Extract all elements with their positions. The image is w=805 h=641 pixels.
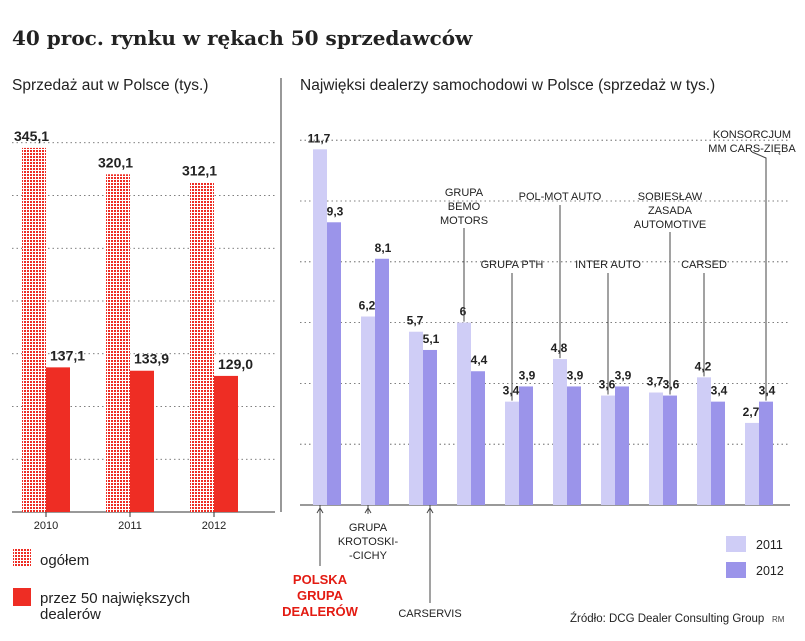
label-2011-grupa-pth: 3,4 [503, 384, 520, 398]
legend-swatch-total [13, 549, 31, 567]
bar-2011-inter-auto [601, 395, 615, 505]
legend-swatch-dealers [13, 588, 31, 606]
bar-2012-sobiesław-zasada-automotive [663, 395, 677, 505]
category-label-polska-grupa-dealerów: POLSKA GRUPA DEALERÓW [282, 572, 359, 619]
label-dealers-2011: 133,9 [134, 351, 169, 367]
category-label-pol-mot-auto: POL-MOT AUTO [519, 191, 602, 203]
label-2011-inter-auto: 3,6 [599, 378, 616, 392]
label-2012-pol-mot-auto: 3,9 [567, 368, 584, 382]
bar-2012-carservis [423, 349, 437, 505]
legend-label-total: ogółem [40, 552, 89, 569]
label-2012-sobiesław-zasada-automotive: 3,6 [663, 378, 680, 392]
label-2011-grupa-krotoski-cichy: 6,2 [359, 299, 376, 313]
bar-total-2012 [190, 182, 214, 512]
category-label-grupa-krotoski-cichy: GRUPA KROTOSKI--CICHY [338, 522, 399, 562]
category-label-konsorcjum-mm-cars-zięba: KONSORCJUM MM CARS-ZIĘBA [708, 129, 796, 155]
label-2011-pol-mot-auto: 4,8 [551, 341, 568, 355]
category-label-sobiesław-zasada-automotive: SOBIESŁAW ZASADA AUTOMOTIVE [634, 191, 707, 231]
label-2012-inter-auto: 3,9 [615, 368, 632, 382]
bar-2012-polska-grupa-dealerów [327, 222, 341, 505]
callout-arrow-carservis [426, 507, 434, 514]
right-chart: 11,79,36,28,15,75,164,43,43,94,83,93,63,… [282, 129, 796, 620]
source-note: Źródło: DCG Dealer Consulting Group [570, 612, 764, 625]
bar-2012-carsed [711, 401, 725, 505]
bar-2011-konsorcjum-mm-cars-zięba [745, 422, 759, 505]
legend-label-2011: 2011 [756, 538, 783, 552]
bar-2011-grupa-pth [505, 401, 519, 505]
callout-arrow-grupa-krotoski-cichy [364, 507, 372, 514]
label-2011-carservis: 5,7 [407, 314, 424, 328]
credit: RM [772, 615, 785, 624]
bar-2012-konsorcjum-mm-cars-zięba [759, 401, 773, 505]
category-label-inter-auto: INTER AUTO [575, 259, 641, 271]
label-2012-carservis: 5,1 [423, 332, 440, 346]
category-label-carservis: CARSERVIS [398, 608, 461, 620]
label-total-2010: 345,1 [14, 128, 49, 144]
label-2012-grupa-bemo-motors: 4,4 [471, 353, 488, 367]
bar-2012-grupa-pth [519, 386, 533, 505]
label-2012-grupa-krotoski-cichy: 8,1 [375, 241, 392, 255]
category-label-grupa-bemo-motors: GRUPA BEMO MOTORS [440, 187, 488, 227]
x-tick-label-2012: 2012 [202, 520, 226, 532]
bar-2012-inter-auto [615, 386, 629, 505]
bar-2011-carservis [409, 331, 423, 505]
label-2012-polska-grupa-dealerów: 9,3 [327, 204, 344, 218]
category-label-carsed: CARSED [681, 259, 727, 271]
label-2012-konsorcjum-mm-cars-zięba: 3,4 [759, 384, 776, 398]
legend-label-2012: 2012 [756, 564, 784, 578]
legend-swatch-2011 [726, 536, 746, 552]
bar-dealers-2010 [46, 367, 70, 512]
label-dealers-2012: 129,0 [218, 356, 253, 372]
legend-label-dealers: przez 50 największych dealerów [40, 590, 194, 623]
bar-2012-grupa-krotoski-cichy [375, 258, 389, 505]
label-total-2011: 320,1 [98, 154, 133, 170]
legend-swatch-2012 [726, 562, 746, 578]
bar-dealers-2011 [130, 370, 154, 512]
left-chart-title: Sprzedaż aut w Polsce (tys.) [12, 77, 208, 94]
label-2011-konsorcjum-mm-cars-zięba: 2,7 [743, 405, 760, 419]
label-2011-sobiesław-zasada-automotive: 3,7 [647, 375, 664, 389]
label-2011-carsed: 4,2 [695, 359, 712, 373]
label-2012-grupa-pth: 3,9 [519, 368, 536, 382]
label-2011-polska-grupa-dealerów: 11,7 [308, 131, 331, 145]
left-chart: 345,1 137,1 2010 320,1 133,9 2011 312,1 129,0 20… [12, 128, 275, 532]
bar-total-2011 [106, 174, 130, 512]
bar-2011-grupa-bemo-motors [457, 322, 471, 505]
bar-2012-pol-mot-auto [567, 386, 581, 505]
bar-2011-carsed [697, 377, 711, 505]
right-chart-title: Najwięksi dealerzy samochodowi w Polsce … [300, 77, 715, 94]
label-2011-grupa-bemo-motors: 6 [460, 305, 467, 319]
bar-2011-grupa-krotoski-cichy [361, 316, 375, 505]
label-dealers-2010: 137,1 [50, 347, 85, 363]
bar-2011-pol-mot-auto [553, 359, 567, 505]
bar-total-2010 [22, 147, 46, 512]
bar-2012-grupa-bemo-motors [471, 371, 485, 505]
callout-line-konsorcjum-mm-cars-zięba [751, 151, 767, 401]
headline: 40 proc. rynku w rękach 50 sprzedawców [12, 26, 473, 50]
bar-2011-sobiesław-zasada-automotive [649, 392, 663, 505]
x-tick-label-2010: 2010 [34, 520, 58, 532]
label-2012-carsed: 3,4 [711, 384, 728, 398]
callout-arrow-polska-grupa-dealerów [316, 507, 324, 514]
category-label-grupa-pth: GRUPA PTH [481, 259, 544, 271]
label-total-2012: 312,1 [182, 163, 217, 179]
bar-2011-polska-grupa-dealerów [313, 149, 327, 505]
bar-dealers-2012 [214, 375, 238, 512]
x-tick-label-2011: 2011 [118, 520, 142, 532]
